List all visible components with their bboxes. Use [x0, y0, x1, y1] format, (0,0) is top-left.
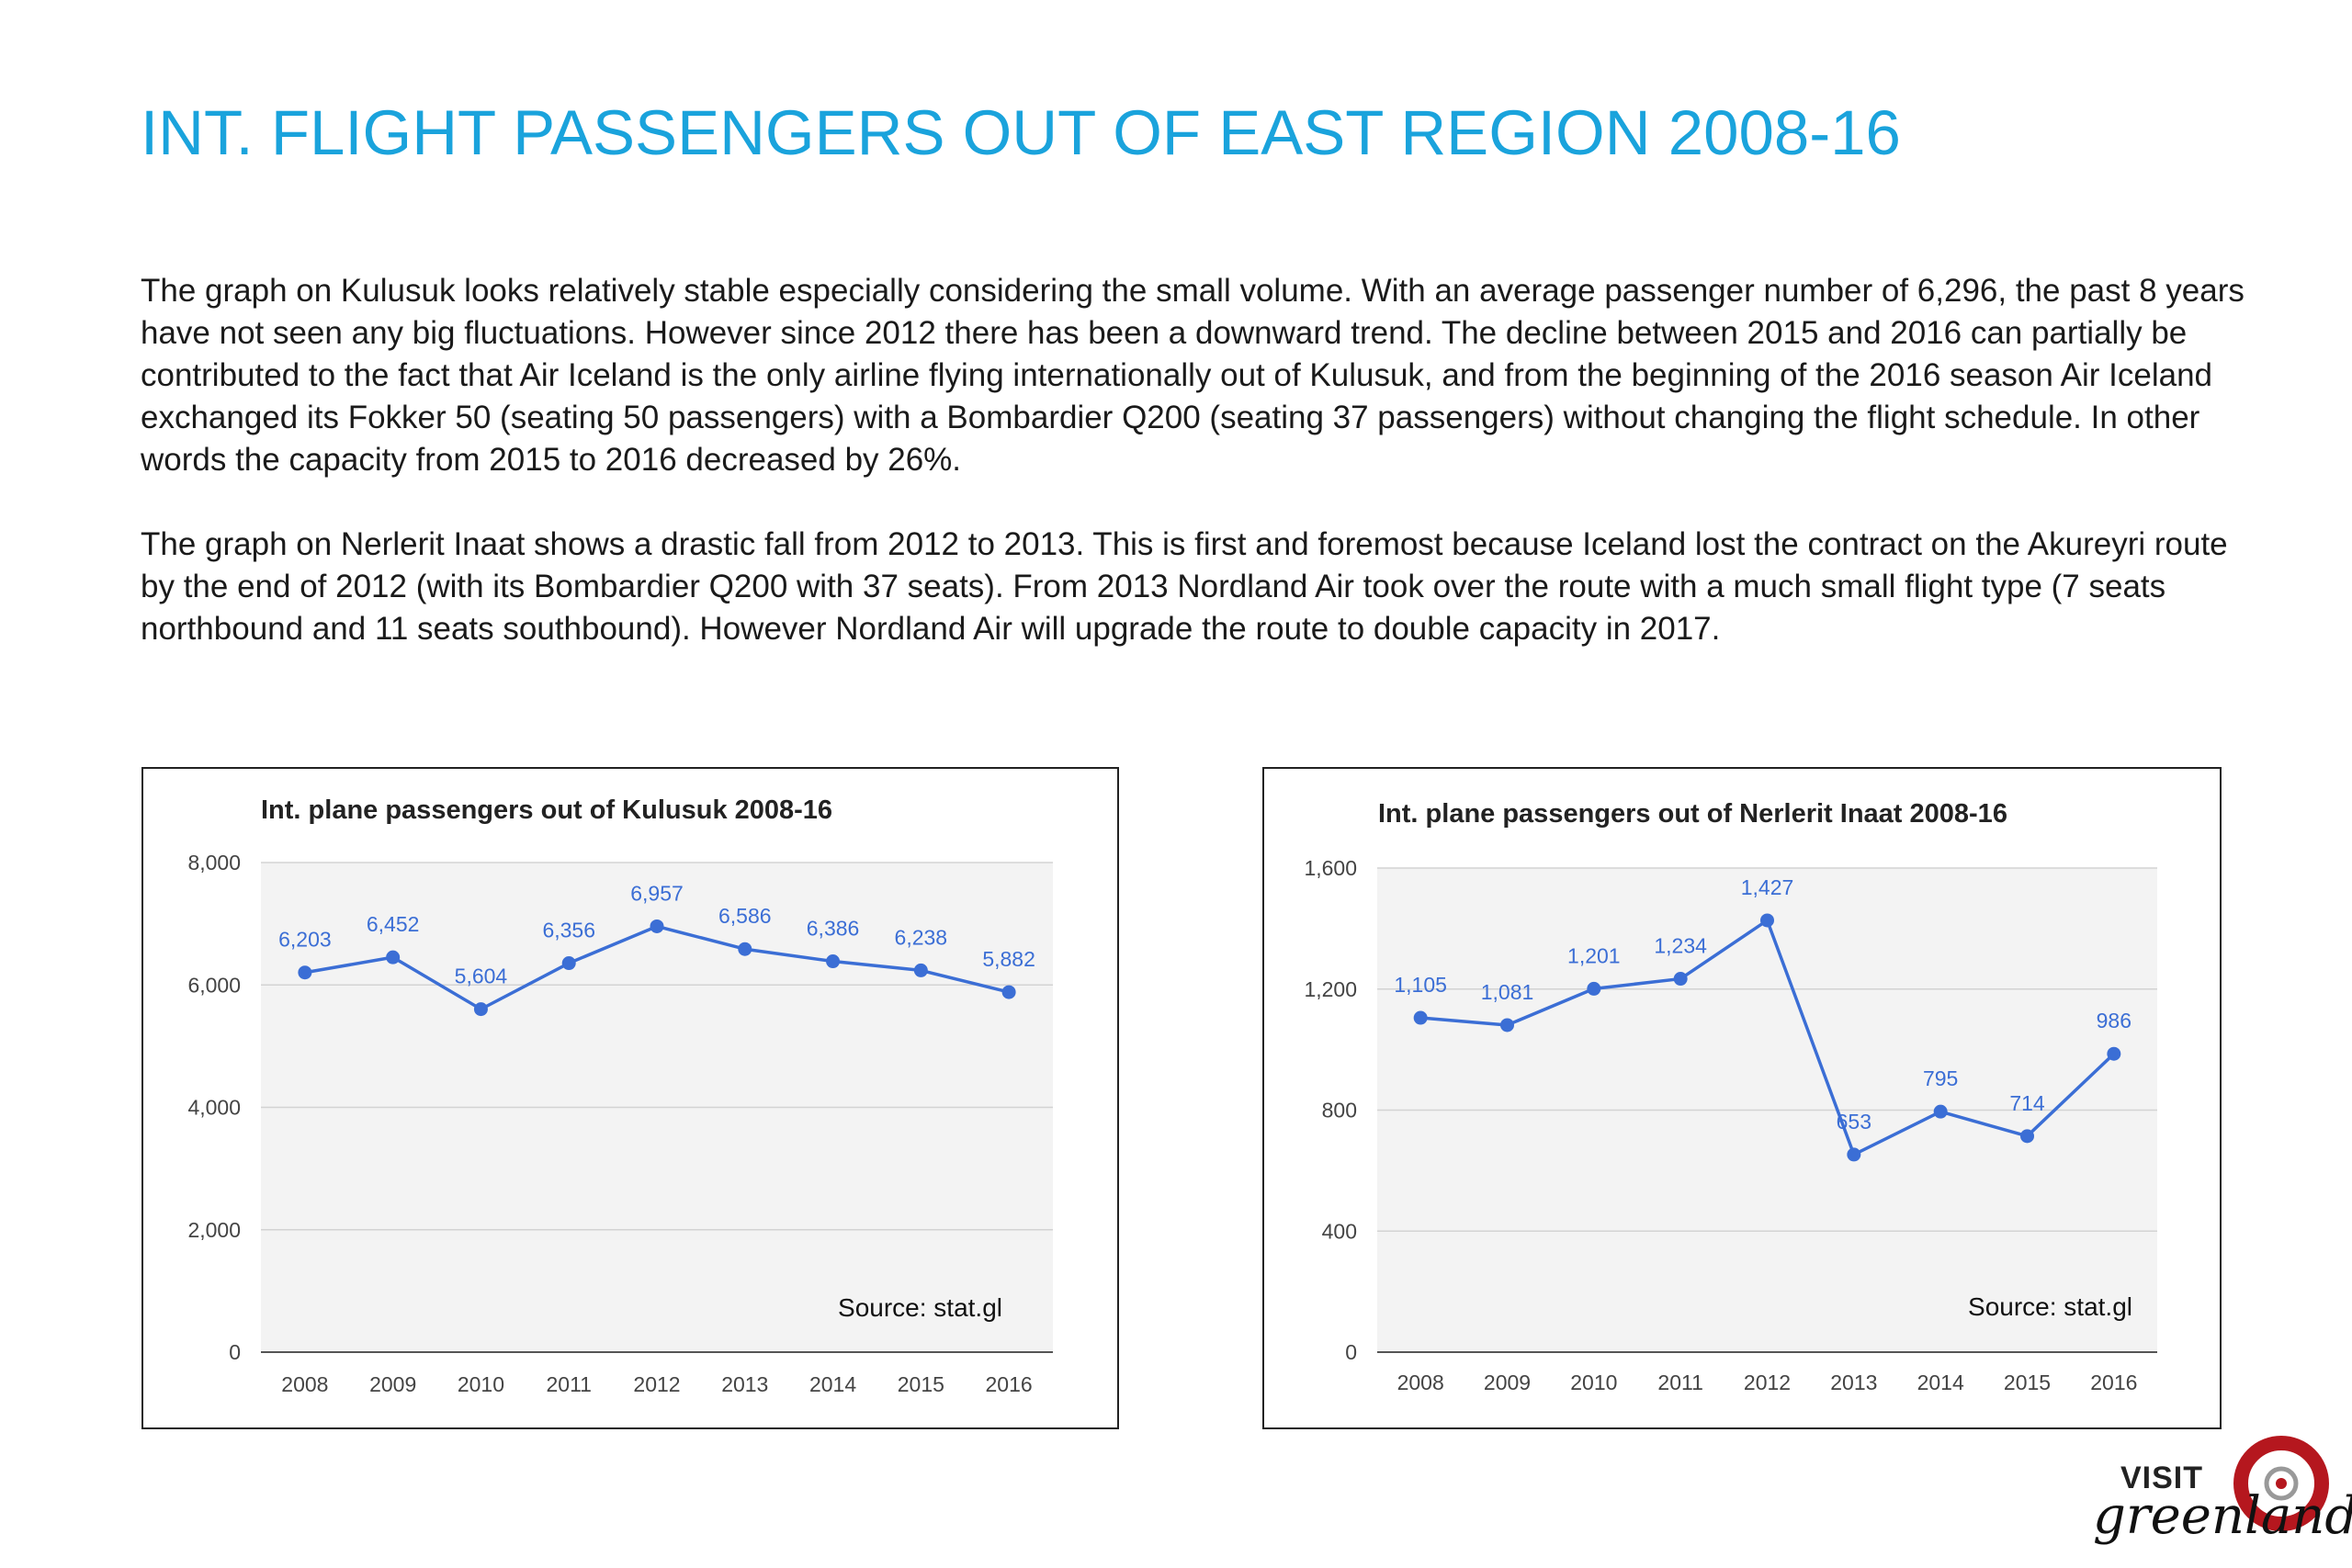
nerlerit-paragraph: The graph on Nerlerit Inaat shows a dras…	[141, 526, 2228, 647]
nerlerit-data-label: 653	[1837, 1110, 1871, 1134]
nerlerit-y-tick-label: 0	[1345, 1340, 1357, 1364]
page-title: INT. FLIGHT PASSENGERS OUT OF EAST REGIO…	[141, 97, 1901, 168]
nerlerit-chart-title: Int. plane passengers out of Nerlerit In…	[1378, 799, 2007, 829]
nerlerit-x-tick-label: 2016	[2090, 1371, 2137, 1394]
kulusuk-x-tick-label: 2009	[369, 1372, 416, 1396]
nerlerit-y-tick-label: 800	[1322, 1099, 1357, 1122]
kulusuk-data-label: 6,386	[807, 917, 860, 941]
nerlerit-x-tick-label: 2009	[1484, 1371, 1531, 1394]
nerlerit-data-point	[1847, 1147, 1861, 1162]
kulusuk-y-tick-label: 8,000	[187, 851, 241, 874]
nerlerit-y-tick-label: 400	[1322, 1219, 1357, 1243]
kulusuk-source-note: Source: stat.gl	[838, 1293, 1002, 1322]
kulusuk-chart: Int. plane passengers out of Kulusuk 200…	[141, 767, 1119, 1429]
logo-emblem-icon	[2233, 1436, 2329, 1531]
kulusuk-data-label: 6,957	[630, 881, 684, 905]
nerlerit-x-tick-label: 2015	[2004, 1371, 2051, 1394]
kulusuk-data-label: 5,604	[455, 964, 508, 988]
kulusuk-data-point	[826, 954, 841, 969]
kulusuk-data-point	[386, 950, 401, 964]
nerlerit-data-point	[1413, 1010, 1428, 1025]
kulusuk-x-tick-label: 2016	[986, 1372, 1033, 1396]
kulusuk-x-tick-label: 2013	[721, 1372, 768, 1396]
nerlerit-data-point	[1760, 913, 1774, 928]
nerlerit-data-label: 1,105	[1394, 973, 1447, 997]
nerlerit-x-tick-label: 2012	[1744, 1371, 1791, 1394]
kulusuk-data-label: 6,356	[542, 919, 595, 942]
kulusuk-y-tick-label: 2,000	[187, 1218, 241, 1242]
nerlerit-x-tick-label: 2014	[1917, 1371, 1964, 1394]
logo-visit-text: VISIT	[2120, 1461, 2204, 1495]
nerlerit-data-label: 714	[2009, 1091, 2045, 1115]
nerlerit-data-point	[1587, 981, 1601, 996]
kulusuk-y-tick-label: 0	[229, 1340, 241, 1364]
logo-greenland-text: greenland	[2093, 1486, 2352, 1546]
nerlerit-data-label: 795	[1923, 1066, 1958, 1090]
nerlerit-data-label: 1,201	[1567, 943, 1621, 967]
nerlerit-x-tick-label: 2011	[1657, 1371, 1702, 1394]
nerlerit-data-point	[1673, 972, 1688, 987]
nerlerit-data-point	[1500, 1018, 1514, 1032]
nerlerit-data-point	[2107, 1046, 2121, 1061]
nerlerit-data-label: 1,234	[1654, 934, 1707, 958]
visit-greenland-logo: VISIT greenland	[2084, 1433, 2352, 1562]
kulusuk-data-label: 6,203	[278, 928, 332, 952]
kulusuk-chart-svg: Int. plane passengers out of Kulusuk 200…	[187, 795, 1053, 1396]
nerlerit-y-tick-label: 1,200	[1304, 977, 1357, 1001]
kulusuk-paragraph: The graph on Kulusuk looks relatively st…	[141, 273, 2245, 478]
kulusuk-data-point	[738, 942, 752, 956]
kulusuk-data-point	[650, 919, 664, 933]
nerlerit-chart: Int. plane passengers out of Nerlerit In…	[1262, 767, 2222, 1429]
nerlerit-x-tick-label: 2013	[1830, 1371, 1877, 1394]
nerlerit-data-label: 986	[2097, 1009, 2132, 1032]
kulusuk-x-tick-label: 2008	[281, 1372, 328, 1396]
nerlerit-x-tick-label: 2010	[1570, 1371, 1617, 1394]
kulusuk-y-tick-label: 6,000	[187, 973, 241, 997]
nerlerit-source-note: Source: stat.gl	[1968, 1292, 2132, 1321]
nerlerit-data-label: 1,427	[1741, 875, 1794, 899]
kulusuk-data-label: 6,238	[895, 925, 948, 949]
nerlerit-data-label: 1,081	[1481, 980, 1534, 1004]
kulusuk-chart-title: Int. plane passengers out of Kulusuk 200…	[261, 795, 832, 825]
kulusuk-x-tick-label: 2015	[898, 1372, 944, 1396]
kulusuk-y-tick-label: 4,000	[187, 1096, 241, 1120]
kulusuk-x-tick-label: 2014	[809, 1372, 856, 1396]
nerlerit-x-tick-label: 2008	[1397, 1371, 1444, 1394]
nerlerit-chart-svg: Int. plane passengers out of Nerlerit In…	[1304, 799, 2157, 1394]
kulusuk-data-point	[298, 965, 312, 980]
kulusuk-x-tick-label: 2011	[546, 1372, 591, 1396]
kulusuk-data-point	[473, 1002, 488, 1017]
kulusuk-x-tick-label: 2010	[458, 1372, 504, 1396]
kulusuk-data-label: 6,452	[367, 912, 420, 936]
kulusuk-data-point	[1001, 985, 1016, 999]
nerlerit-data-point	[1933, 1104, 1948, 1119]
nerlerit-data-point	[2020, 1129, 2034, 1144]
kulusuk-data-point	[561, 956, 576, 971]
kulusuk-data-label: 5,882	[982, 947, 1035, 971]
kulusuk-data-label: 6,586	[718, 904, 772, 928]
nerlerit-y-tick-label: 1,600	[1304, 856, 1357, 880]
kulusuk-x-tick-label: 2012	[633, 1372, 680, 1396]
kulusuk-data-point	[913, 963, 928, 977]
